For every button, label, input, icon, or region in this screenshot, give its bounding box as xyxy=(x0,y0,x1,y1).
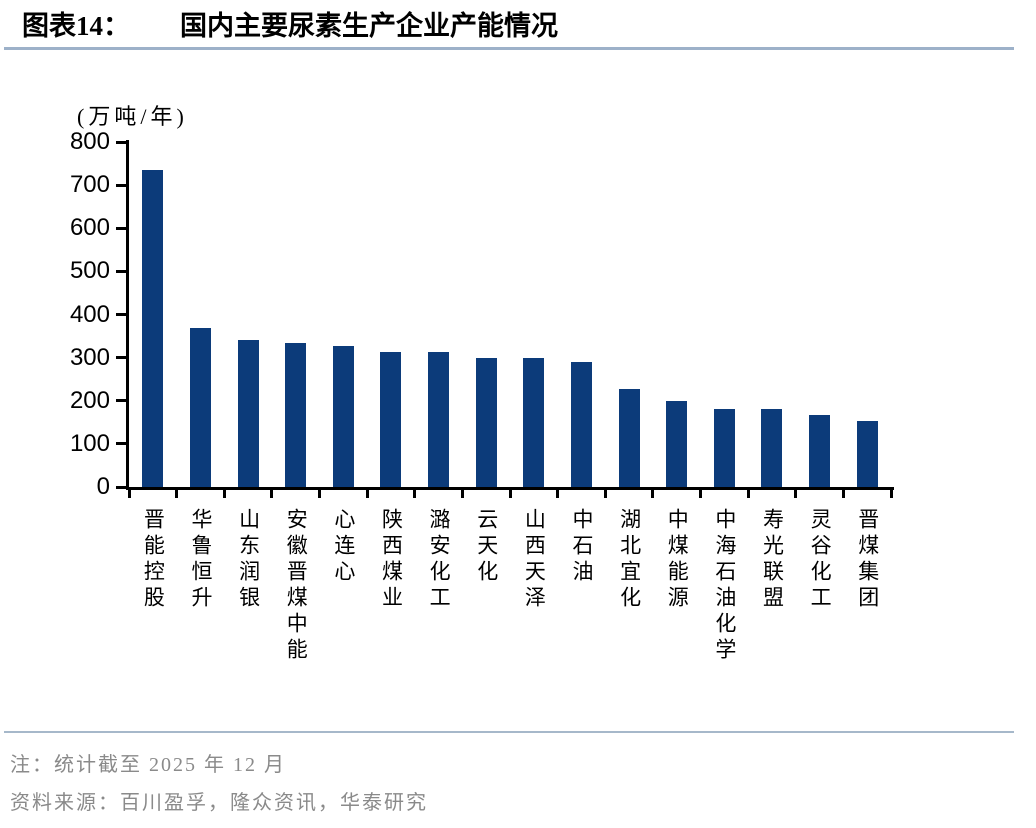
title-underline xyxy=(4,47,1014,50)
x-category-label: 晋能控股 xyxy=(141,508,166,612)
x-category-label: 陕西煤业 xyxy=(379,508,404,612)
y-tick-label: 800 xyxy=(69,128,110,155)
y-tick-label: 200 xyxy=(69,386,110,414)
y-axis-tick xyxy=(116,183,129,187)
bar-11 xyxy=(618,388,640,487)
page-title: 国内主要尿素生产企业产能情况 xyxy=(180,11,558,41)
x-axis-tick xyxy=(318,487,321,498)
x-axis-tick xyxy=(556,487,560,498)
y-tick-label: 0 xyxy=(96,473,110,500)
y-axis-tick xyxy=(116,399,129,403)
x-category-label: 湖北宜化 xyxy=(617,508,642,612)
x-category-label: 寿光联盟 xyxy=(760,508,785,612)
x-axis-tick xyxy=(889,487,893,498)
x-axis-tick xyxy=(746,487,750,498)
bar-16 xyxy=(856,421,878,487)
x-category-label: 晋煤集团 xyxy=(855,508,880,612)
x-axis-tick xyxy=(270,487,274,498)
x-axis-tick xyxy=(365,487,369,498)
bar-2 xyxy=(189,328,211,487)
bar-13 xyxy=(713,409,735,487)
y-axis-tick xyxy=(116,269,129,273)
bar-14 xyxy=(761,409,783,487)
x-category-label: 山西天泽 xyxy=(522,508,547,612)
x-category-label: 心连心 xyxy=(331,508,356,586)
footer-divider xyxy=(4,731,1014,733)
y-axis-tick xyxy=(116,485,129,489)
y-axis-tick xyxy=(116,313,129,316)
x-axis-tick xyxy=(603,487,607,498)
x-axis-tick xyxy=(222,487,226,498)
y-tick-label: 300 xyxy=(69,343,110,371)
bar-9 xyxy=(523,357,545,487)
x-category-label: 中煤能源 xyxy=(665,508,690,612)
bar-15 xyxy=(809,415,831,487)
x-category-label: 中石油 xyxy=(569,508,594,586)
bar-1 xyxy=(142,170,164,487)
y-axis-unit-label: (万吨/年) xyxy=(77,104,188,129)
x-axis-tick xyxy=(413,487,417,498)
x-category-label: 潞安化工 xyxy=(427,508,452,612)
chart-note: 注：统计截至 2025 年 12 月 xyxy=(10,754,286,776)
x-axis-tick xyxy=(175,487,179,498)
y-tick-label: 100 xyxy=(69,429,110,457)
x-axis-tick xyxy=(127,487,131,498)
x-category-label: 山东润银 xyxy=(236,508,261,612)
figure-number-label: 图表14： xyxy=(22,11,130,41)
x-axis-tick xyxy=(508,487,512,498)
y-tick-label: 400 xyxy=(69,300,110,328)
chart-source: 资料来源：百川盈孚，隆众资讯，华泰研究 xyxy=(10,792,428,814)
x-axis-tick xyxy=(841,487,845,498)
bar-10 xyxy=(570,361,592,487)
chart-header: 图表14： 国内主要尿素生产企业产能情况 xyxy=(22,10,558,42)
y-axis-tick xyxy=(116,442,129,446)
bar-7 xyxy=(428,352,450,487)
x-axis-tick xyxy=(699,487,702,498)
y-axis-tick xyxy=(116,226,129,230)
bar-12 xyxy=(666,400,688,487)
x-category-label: 云天化 xyxy=(474,508,499,586)
x-axis-tick xyxy=(794,487,798,498)
x-axis-tick xyxy=(651,487,655,498)
bar-5 xyxy=(332,346,354,487)
x-category-label: 中海石油化学 xyxy=(712,508,737,664)
bar-3 xyxy=(237,339,259,487)
y-tick-label: 500 xyxy=(69,257,110,285)
x-category-label: 华鲁恒升 xyxy=(188,508,213,612)
x-category-label: 安徽晋煤中能 xyxy=(284,508,309,664)
bar-4 xyxy=(285,342,307,487)
y-axis-tick xyxy=(116,140,129,144)
y-tick-label: 600 xyxy=(69,214,110,242)
bar-8 xyxy=(475,357,497,487)
bar-6 xyxy=(380,352,402,487)
y-axis-tick xyxy=(116,356,129,360)
x-category-label: 灵谷化工 xyxy=(808,508,833,612)
x-axis-tick xyxy=(460,487,464,498)
y-tick-label: 700 xyxy=(69,171,110,199)
